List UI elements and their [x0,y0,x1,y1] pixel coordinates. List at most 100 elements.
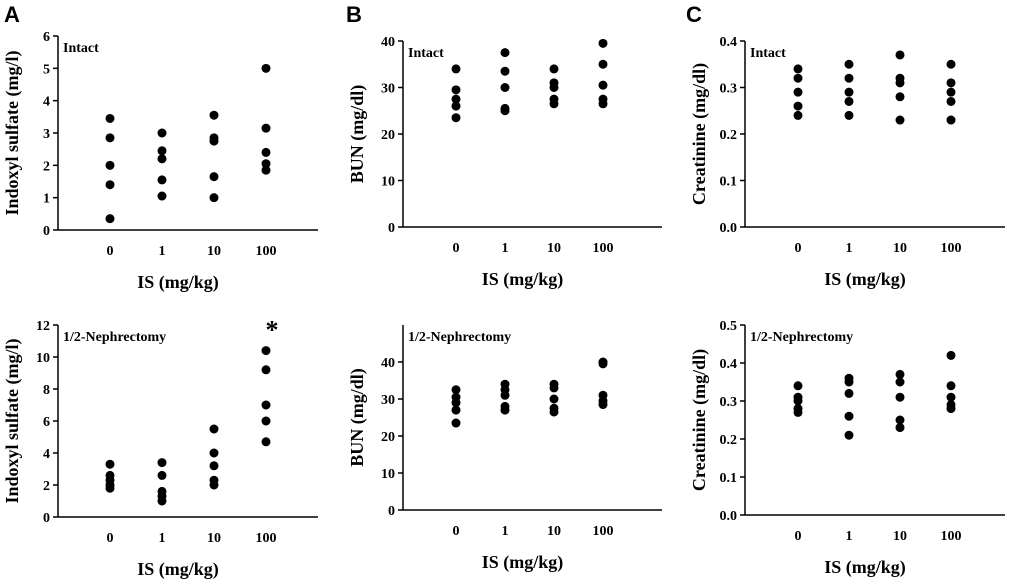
y-tick-label: 1 [43,192,50,207]
x-tick-label: 0 [795,241,802,256]
data-point [451,101,461,111]
y-tick-label: 12 [36,319,50,334]
data-point [844,59,854,69]
y-axis-title: Creatinine (mg/dl) [689,349,710,491]
y-tick-label: 0.4 [720,357,738,372]
data-point [157,154,167,164]
y-tick-label: 2 [43,479,50,494]
data-point [451,64,461,74]
data-point [261,416,271,426]
data-point [946,392,956,402]
x-tick-label: 0 [107,244,114,259]
data-point [793,64,803,74]
y-tick-label: 6 [43,30,50,45]
y-tick-label: 4 [43,447,50,462]
x-tick-label: 100 [941,529,962,544]
panel-condition-label: 1/2-Nephrectomy [750,330,853,345]
x-tick-label: 10 [207,531,221,546]
y-tick-label: 40 [381,356,395,371]
data-point [500,103,510,113]
data-point [598,80,608,90]
data-point [549,94,559,104]
data-point [209,110,219,120]
x-tick-label: 10 [547,524,561,539]
y-tick-label: 0.3 [720,395,738,410]
data-point [946,350,956,360]
data-point [895,73,905,83]
data-point [451,94,461,104]
data-point [157,191,167,201]
data-point [451,113,461,123]
y-tick-label: 0.1 [720,471,738,486]
data-point [895,115,905,125]
x-tick-label: 0 [453,524,460,539]
data-point [946,78,956,88]
y-tick-label: 0.2 [720,433,738,448]
data-point [500,48,510,58]
data-point [895,377,905,387]
data-point [500,83,510,92]
data-point [261,123,271,133]
y-axis-title: Indoxyl sulfate (mg/l) [2,338,23,503]
y-tick-label: 30 [381,82,395,97]
x-tick-label: 10 [893,241,907,256]
data-point [105,160,115,170]
data-point [793,110,803,120]
x-tick-label: 0 [795,529,802,544]
data-point [451,405,461,415]
data-point [793,101,803,111]
data-point [598,357,608,367]
data-point [844,373,854,383]
data-point [895,415,905,425]
data-point [895,92,905,102]
y-axis-title: BUN (mg/dl) [347,85,368,184]
data-point [157,486,167,496]
data-point [157,470,167,480]
data-point [261,63,271,73]
data-point [500,66,510,76]
data-point [844,87,854,97]
data-point [157,175,167,185]
y-tick-label: 5 [43,62,50,77]
data-point [549,394,559,404]
data-point [793,87,803,97]
x-tick-label: 1 [502,524,509,539]
panel-letter-c: C [686,2,702,27]
data-point [793,381,803,391]
data-point [105,133,115,143]
data-point [946,59,956,69]
data-point [895,369,905,379]
data-point [261,346,271,356]
data-point [500,379,510,389]
y-tick-label: 0 [43,511,50,526]
y-tick-label: 0.5 [720,319,738,334]
panel-condition-label: 1/2-Nephrectomy [408,330,511,345]
y-tick-label: 30 [381,393,395,408]
data-point [209,193,219,203]
data-point [105,113,115,123]
y-tick-label: 40 [381,35,395,50]
x-tick-label: 0 [453,241,460,256]
x-axis-title: IS (mg/kg) [482,552,564,573]
x-axis-title: IS (mg/kg) [482,269,564,290]
chart-c-intact: 0.0 0.1 0.2 0.3 0.4 0 1 10 100 IS (mg/kg) Creatini… [689,35,1005,290]
y-tick-label: 10 [381,467,395,482]
y-tick-label: 4 [43,95,50,110]
data-point [157,128,167,138]
data-point [261,437,271,447]
x-tick-label: 100 [256,531,277,546]
x-axis-title: IS (mg/kg) [824,557,906,578]
data-point [598,94,608,104]
chart-b-intact: 0 10 20 30 40 0 1 10 100 IS (mg/kg) BUN (mg/dl) Int… [347,35,662,290]
data-point [209,461,219,471]
data-point [844,73,854,83]
y-tick-label: 2 [43,159,50,174]
x-tick-label: 0 [107,531,114,546]
data-point [895,392,905,402]
x-tick-label: 100 [593,241,614,256]
data-point [793,404,803,414]
x-tick-label: 100 [256,244,277,259]
data-point [895,50,905,60]
data-point [549,403,559,413]
